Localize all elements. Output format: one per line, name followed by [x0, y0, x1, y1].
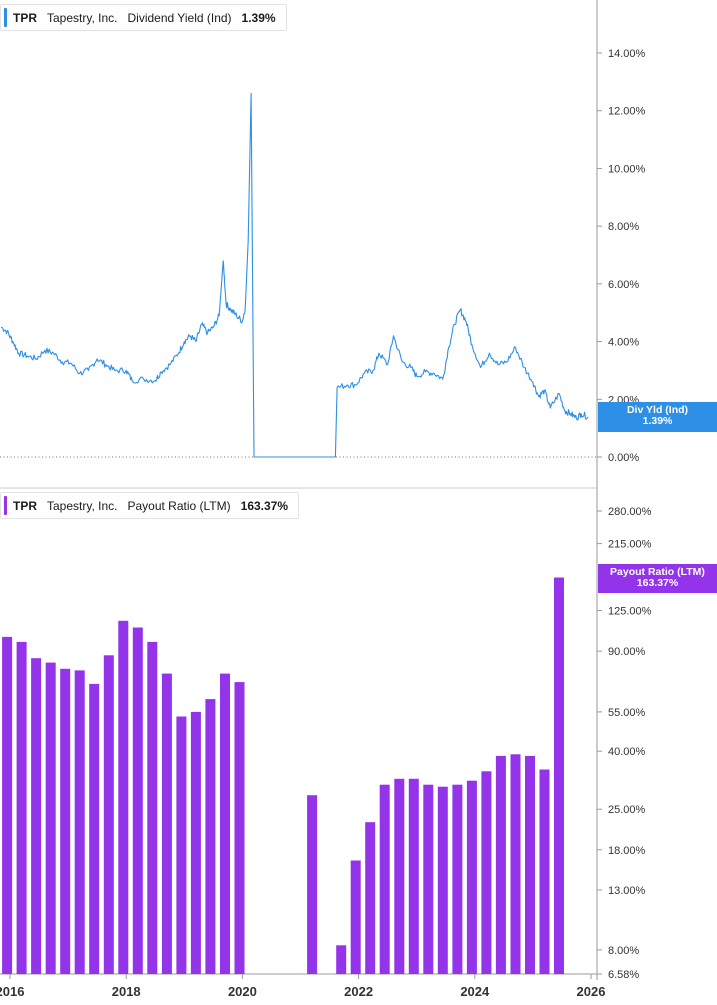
top-legend-company: Tapestry, Inc.	[47, 10, 118, 25]
payout-ratio-bar	[45, 662, 56, 974]
payout-ratio-tag-value: 163.37%	[636, 577, 679, 589]
payout-ratio-bar	[525, 755, 535, 974]
x-tick-label: 2024	[460, 984, 490, 999]
yield-y-tick-label: 6.00%	[608, 279, 639, 291]
yield-y-tick-label: 0.00%	[608, 452, 639, 464]
payout-ratio-tag-label: Payout Ratio (LTM)	[610, 566, 705, 578]
x-tick-label: 2020	[228, 984, 257, 999]
payout-y-tick-label: 90.00%	[608, 646, 646, 658]
payout-ratio-bar	[118, 620, 129, 974]
payout-y-tick-label: 8.00%	[608, 945, 639, 957]
payout-y-tick-label: 55.00%	[608, 707, 646, 719]
yield-y-tick-label: 4.00%	[608, 337, 639, 349]
bottom-legend-company: Tapestry, Inc.	[47, 498, 118, 513]
yield-y-tick-label: 12.00%	[608, 106, 646, 118]
payout-ratio-bar	[190, 711, 201, 974]
bottom-legend-value: 163.37%	[240, 498, 289, 513]
payout-ratio-bar	[437, 786, 448, 974]
yield-y-tick-label: 8.00%	[608, 221, 639, 233]
payout-ratio-swatch	[4, 496, 7, 515]
payout-ratio-bar	[336, 945, 347, 974]
x-tick-label: 2016	[0, 984, 24, 999]
top-legend-metric: Dividend Yield (Ind)	[127, 10, 232, 25]
dividend-yield-swatch	[4, 8, 7, 27]
payout-ratio-bar	[350, 860, 361, 974]
payout-ratio-bar	[307, 795, 318, 974]
x-tick-label: 2018	[112, 984, 141, 999]
bottom-legend-ticker: TPR	[13, 498, 37, 513]
payout-ratio-bar	[205, 699, 216, 974]
payout-y-tick-label: 6.58%	[608, 969, 639, 981]
payout-y-tick-label: 125.00%	[608, 606, 652, 618]
payout-ratio-bar	[539, 769, 550, 974]
payout-ratio-bar	[103, 655, 114, 974]
payout-y-tick-label: 25.00%	[608, 804, 646, 816]
dividend-yield-tag-value: 1.39%	[642, 415, 673, 427]
payout-ratio-bar	[176, 716, 187, 974]
payout-ratio-bar	[132, 627, 143, 974]
payout-ratio-bar	[60, 668, 71, 974]
payout-ratio-bar	[379, 784, 390, 974]
payout-ratio-bar	[423, 784, 434, 974]
yield-y-tick-label: 14.00%	[608, 48, 646, 60]
payout-ratio-bar	[394, 778, 405, 974]
payout-ratio-bar	[220, 673, 230, 974]
x-tick-label: 2026	[577, 984, 606, 999]
yield-y-tick-label: 10.00%	[608, 163, 646, 175]
dividend-yield-line	[0, 92, 589, 458]
payout-ratio-bar	[481, 771, 492, 974]
payout-ratio-bar	[466, 780, 477, 974]
payout-ratio-value-tag: Payout Ratio (LTM) 163.37%	[598, 564, 717, 593]
payout-ratio-bar	[2, 636, 13, 974]
payout-y-tick-label: 13.00%	[608, 885, 646, 897]
payout-ratio-bar	[452, 784, 463, 974]
payout-ratio-bar	[31, 658, 42, 974]
payout-y-tick-label: 215.00%	[608, 539, 652, 551]
top-legend-value: 1.39%	[241, 10, 276, 25]
bottom-legend[interactable]: TPR Tapestry, Inc. Payout Ratio (LTM) 16…	[0, 492, 300, 519]
payout-ratio-bar	[234, 682, 245, 974]
payout-y-tick-label: 18.00%	[608, 845, 646, 857]
x-tick-label: 2022	[344, 984, 373, 999]
top-legend-ticker: TPR	[13, 10, 37, 25]
payout-ratio-bar	[161, 673, 172, 974]
payout-ratio-bar	[16, 641, 27, 974]
bottom-legend-metric: Payout Ratio (LTM)	[127, 498, 231, 513]
payout-ratio-bar	[89, 683, 100, 974]
payout-ratio-bar	[408, 778, 419, 974]
payout-ratio-bar	[147, 641, 158, 974]
payout-ratio-bar	[495, 755, 506, 974]
payout-ratio-bar	[74, 670, 85, 974]
top-legend[interactable]: TPR Tapestry, Inc. Dividend Yield (Ind) …	[0, 4, 287, 31]
payout-ratio-bar	[365, 822, 376, 974]
dividend-yield-tag-label: Div Yld (Ind)	[626, 404, 689, 416]
payout-ratio-bar	[510, 754, 521, 974]
dividend-yield-value-tag: Div Yld (Ind) 1.39%	[598, 402, 717, 432]
payout-y-tick-label: 40.00%	[608, 746, 646, 758]
payout-ratio-bar	[554, 577, 564, 974]
payout-y-tick-label: 280.00%	[608, 506, 652, 518]
